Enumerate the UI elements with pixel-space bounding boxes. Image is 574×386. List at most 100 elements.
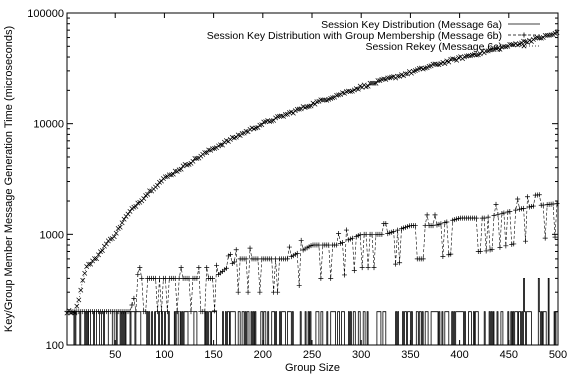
x-tick-label: 50: [109, 349, 121, 361]
x-tick-label: 100: [155, 349, 173, 361]
series-point-6b: [351, 268, 357, 274]
series-point-6c: [296, 106, 302, 112]
series-point-6b: [135, 271, 141, 277]
series-point-6c: [290, 110, 296, 116]
series-point-6b: [540, 202, 546, 208]
series-point-6c: [74, 303, 80, 309]
series-point-6c: [159, 178, 164, 184]
series-point-6c: [127, 208, 133, 214]
series-point-6c: [86, 261, 92, 267]
series-point-6b: [507, 209, 513, 215]
series-point-6b: [393, 261, 399, 267]
series-point-6c: [434, 62, 440, 68]
series-point-6c: [259, 122, 265, 128]
series-point-6b: [554, 201, 560, 207]
legend-label: Session Rekey (Message 6c): [365, 41, 502, 53]
series-point-6b: [481, 215, 487, 221]
series-point-6b: [485, 214, 491, 220]
series-point-6b: [473, 215, 479, 221]
series-point-6b: [493, 201, 499, 207]
series-point-6c: [489, 47, 495, 53]
series-point-6c: [88, 261, 94, 267]
series-point-6c: [166, 172, 172, 178]
series-point-6c: [111, 234, 117, 240]
series-point-6b: [552, 234, 558, 240]
series-point-6c: [99, 248, 105, 254]
series-point-6b: [371, 265, 377, 271]
series-point-6c: [94, 256, 99, 262]
series-point-6b: [194, 275, 200, 281]
series-point-6b: [143, 309, 149, 315]
series-point-6c: [96, 252, 101, 258]
series-point-6c: [220, 142, 225, 148]
series-point-6b: [391, 229, 397, 235]
series-point-6b: [336, 230, 342, 236]
series-point-6b: [489, 246, 495, 252]
series-point-6c: [239, 130, 245, 136]
legend: Session Key Distribution (Message 6a)Ses…: [207, 19, 540, 53]
series-point-6c: [204, 150, 210, 156]
series-point-6b: [284, 256, 290, 262]
series-point-6c: [501, 44, 507, 50]
series-point-6c: [210, 146, 216, 152]
series-point-6b: [530, 203, 536, 209]
series-point-6c: [454, 57, 460, 63]
series-point-6b: [420, 256, 426, 262]
series-point-6c: [322, 97, 328, 103]
series-point-6b: [430, 223, 436, 229]
series-point-6c: [318, 97, 324, 103]
series-point-6b: [513, 207, 519, 213]
series-point-6b: [357, 232, 363, 238]
y-tick-label: 100000: [27, 8, 64, 20]
series-point-6b: [286, 244, 292, 250]
series-point-6c: [121, 216, 127, 222]
series-point-6c: [446, 59, 452, 65]
series-point-6b: [247, 245, 253, 251]
series-point-6b: [137, 265, 143, 271]
series-point-6c: [536, 35, 542, 41]
series-point-6c: [334, 92, 340, 98]
series-point-6b: [503, 243, 509, 249]
series-point-6b: [328, 275, 334, 281]
series-point-6b: [334, 242, 340, 248]
series-point-6b: [495, 212, 501, 218]
series-point-6b: [158, 309, 164, 315]
series-point-6b: [133, 309, 139, 315]
series-point-6c: [314, 99, 320, 105]
ticks-layer: 50 100 150 200 250 300 350 400 450 500 100 1000 1000…: [27, 8, 567, 361]
series-point-6c: [190, 158, 196, 164]
series-point-6c: [147, 188, 153, 194]
x-axis-label: Group Size: [285, 362, 340, 374]
series-point-6c: [542, 32, 548, 38]
series-point-6c: [430, 61, 436, 67]
series-point-6c: [493, 45, 499, 51]
series-point-6c: [375, 78, 381, 83]
series-point-6c: [192, 155, 198, 161]
series-point-6b: [536, 192, 542, 198]
series-point-6b: [275, 289, 281, 295]
series-point-6b: [483, 248, 489, 254]
x-tick-label: 150: [204, 349, 222, 361]
series-point-6b: [210, 275, 216, 281]
series-point-6b: [178, 265, 184, 271]
series-point-6c: [483, 48, 489, 54]
series-point-6c: [282, 111, 288, 117]
series-layer: [64, 30, 560, 346]
series-point-6b: [412, 223, 418, 229]
series-point-6c: [194, 155, 200, 161]
series-point-6b: [196, 265, 202, 271]
series-point-6c: [503, 44, 509, 50]
series-point-6c: [554, 30, 560, 35]
series-point-6b: [349, 235, 355, 241]
series-point-6b: [524, 194, 530, 200]
series-point-6c: [275, 114, 281, 120]
series-point-6c: [119, 220, 125, 226]
series-point-6b: [227, 251, 233, 257]
series-point-6c: [464, 53, 469, 59]
series-point-6c: [72, 310, 78, 316]
series-point-6c: [103, 241, 109, 247]
series-point-6c: [261, 119, 267, 125]
series-point-6c: [473, 52, 479, 58]
series-point-6c: [133, 204, 139, 209]
series-line-6a: [67, 278, 558, 346]
